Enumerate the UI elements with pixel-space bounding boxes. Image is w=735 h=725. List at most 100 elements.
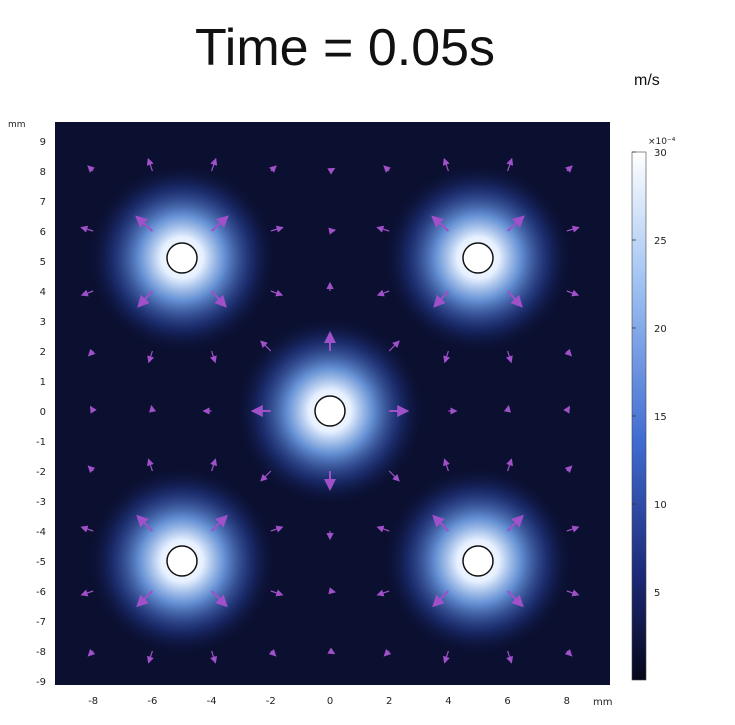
velocity-arrow-29 [270, 525, 284, 533]
velocity-arrow-28 [270, 589, 284, 597]
velocity-arrow-36 [327, 647, 336, 655]
velocity-arrow-53 [443, 650, 450, 664]
velocity-arrow-33 [270, 289, 284, 297]
velocity-arrow-47 [388, 470, 400, 482]
velocity-arrow-65 [506, 458, 513, 472]
velocity-arrow-20 [210, 514, 228, 532]
velocity-arrow-63 [506, 590, 524, 608]
velocity-arrow-74 [564, 465, 573, 473]
velocity-arrow-14 [147, 350, 155, 364]
colorbar-tick-label: 5 [654, 588, 660, 599]
velocity-arrow-49 [388, 340, 400, 352]
velocity-arrow-9 [147, 650, 154, 664]
source-circle-4 [462, 545, 494, 577]
source-circle-1 [462, 242, 494, 274]
source-circle-2 [314, 395, 346, 427]
x-tick-label: -2 [266, 696, 276, 707]
velocity-arrow-10 [136, 590, 154, 608]
velocity-arrow-30 [260, 470, 272, 482]
velocity-arrow-8 [87, 165, 95, 173]
x-tick-label: 2 [386, 696, 392, 707]
y-tick-label: 8 [40, 167, 46, 178]
y-tick-label: -2 [36, 467, 46, 478]
velocity-arrow-69 [506, 215, 525, 232]
velocity-arrow-44 [383, 649, 392, 657]
velocity-arrow-0 [87, 649, 96, 657]
velocity-arrow-78 [566, 225, 580, 233]
source-circle-3 [166, 545, 198, 577]
velocity-arrow-34 [270, 225, 284, 233]
velocity-arrow-45 [376, 589, 390, 597]
velocity-arrow-70 [506, 157, 514, 172]
velocity-arrow-19 [210, 590, 228, 608]
y-tick-label: 9 [40, 137, 46, 148]
y-tick-label: -4 [36, 527, 46, 538]
velocity-arrow-25 [210, 215, 229, 232]
velocity-arrow-17 [146, 157, 154, 172]
velocity-arrow-61 [442, 157, 450, 172]
x-axis-unit-label: mm [593, 697, 612, 708]
colorbar-tick-label: 25 [654, 236, 667, 247]
y-tick-label: 0 [40, 407, 46, 418]
velocity-arrow-27 [268, 649, 277, 657]
velocity-arrow-12 [147, 458, 154, 472]
y-tick-label: -3 [36, 497, 46, 508]
x-tick-label: 0 [327, 696, 333, 707]
y-tick-label: 2 [40, 347, 46, 358]
y-tick-label: 3 [40, 317, 46, 328]
velocity-arrow-35 [269, 165, 277, 173]
y-tick-label: -6 [36, 587, 46, 598]
velocity-arrow-42 [328, 227, 337, 235]
x-tick-label: 6 [504, 696, 510, 707]
velocity-arrow-66 [503, 404, 511, 413]
velocity-arrow-68 [506, 290, 523, 308]
velocity-arrow-56 [443, 458, 450, 472]
velocity-arrow-24 [210, 290, 227, 308]
colorbar-exponent: ×10⁻⁴ [648, 137, 676, 147]
velocity-arrow-46 [376, 525, 390, 533]
y-tick-label: -1 [36, 437, 46, 448]
y-tick-label: 5 [40, 257, 46, 268]
colorbar-tick-label: 15 [654, 412, 667, 423]
velocity-arrow-60 [431, 215, 450, 232]
velocity-arrow-2 [80, 525, 94, 533]
y-tick-label: 4 [40, 287, 46, 298]
velocity-arrow-21 [210, 458, 217, 472]
velocity-arrow-64 [506, 514, 524, 532]
velocity-arrow-59 [433, 290, 450, 308]
velocity-arrow-26 [210, 157, 218, 172]
velocity-arrow-55 [432, 514, 450, 532]
velocity-arrow-50 [376, 289, 390, 297]
velocity-arrow-73 [566, 525, 580, 533]
velocity-arrow-54 [432, 590, 450, 608]
velocity-arrow-16 [135, 215, 154, 232]
velocity-arrow-13 [149, 404, 157, 413]
velocity-arrow-79 [565, 165, 573, 173]
velocity-arrow-15 [137, 290, 154, 308]
y-tick-label: -5 [36, 557, 46, 568]
velocity-arrow-76 [564, 348, 573, 357]
velocity-arrow-75 [563, 405, 570, 414]
colorbar-tick-label: 10 [654, 500, 667, 511]
x-tick-label: 8 [564, 696, 570, 707]
source-circle-0 [166, 242, 198, 274]
velocity-arrow-23 [209, 350, 217, 364]
velocity-arrow-11 [136, 514, 154, 532]
velocity-arrow-52 [383, 165, 391, 173]
y-tick-label: 7 [40, 197, 46, 208]
y-tick-label: -9 [36, 677, 46, 688]
colorbar-tick-label: 20 [654, 324, 667, 335]
x-tick-label: -8 [88, 696, 98, 707]
y-tick-label: 6 [40, 227, 46, 238]
x-tick-label: -4 [207, 696, 217, 707]
velocity-arrow-43 [327, 167, 336, 175]
velocity-arrow-1 [80, 589, 94, 597]
x-tick-label: -6 [147, 696, 157, 707]
velocity-arrow-6 [80, 289, 94, 297]
y-axis-unit-label: mm [8, 120, 26, 130]
velocity-arrow-4 [90, 405, 97, 414]
y-tick-label: 1 [40, 377, 46, 388]
velocity-arrow-77 [566, 289, 580, 297]
y-tick-label: -8 [36, 647, 46, 658]
